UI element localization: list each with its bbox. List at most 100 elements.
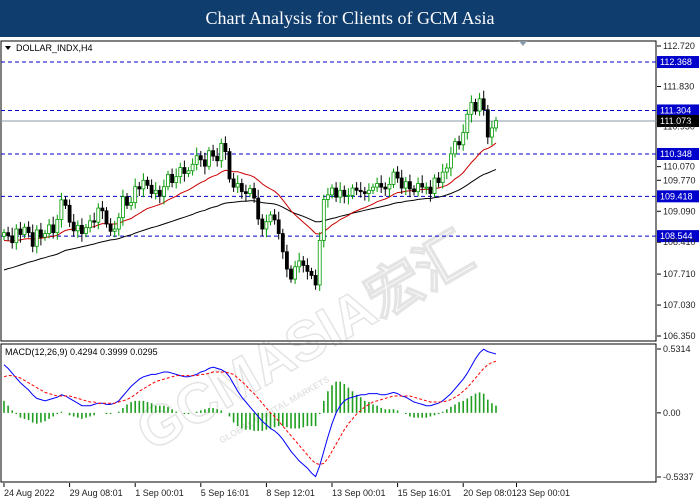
candle-body xyxy=(202,159,207,167)
macd-tick-label: 0.00 xyxy=(663,408,681,418)
candle-body xyxy=(108,223,113,232)
candle-body xyxy=(178,167,183,178)
candle-body xyxy=(75,224,80,232)
candle-body xyxy=(100,207,105,212)
candle-body xyxy=(469,102,474,115)
time-tick-label: 5 Sep 16:01 xyxy=(201,488,250,498)
candle-body xyxy=(88,220,92,229)
candle-body xyxy=(84,227,88,234)
candle-body xyxy=(161,186,166,197)
candle-body xyxy=(153,189,158,194)
candle-body xyxy=(59,199,64,220)
candle-body xyxy=(297,260,302,268)
candle-body xyxy=(55,219,60,234)
candle-body xyxy=(289,268,293,280)
candle-body xyxy=(235,183,240,188)
current-price-tag xyxy=(657,114,699,127)
candle-body xyxy=(346,194,351,197)
candle-body xyxy=(268,214,273,223)
candle-body xyxy=(145,179,150,186)
price-tick-label: 108.410 xyxy=(663,237,696,247)
candle-body xyxy=(219,143,224,162)
time-tick-label: 20 Sep 08:01 xyxy=(463,488,517,498)
candle-body xyxy=(407,181,412,190)
candle-body xyxy=(465,113,470,133)
level-price-label: 108.544 xyxy=(660,231,693,241)
candle-body xyxy=(252,188,257,199)
candle-body xyxy=(321,199,326,241)
candle-body xyxy=(166,173,170,188)
macd-label: MACD(12,26,9) 0.4294 0.3999 0.0295 xyxy=(5,347,158,357)
candle-body xyxy=(211,150,216,157)
candle-body xyxy=(448,153,453,169)
moving-average-slow xyxy=(3,168,497,271)
candle-body xyxy=(63,199,68,206)
macd-signal-line xyxy=(3,360,497,466)
level-price-label: 111.304 xyxy=(660,105,691,115)
candle-body xyxy=(26,226,31,234)
symbol-label: DOLLAR_INDX,H4 xyxy=(16,43,93,53)
candle-body xyxy=(43,233,47,238)
current-price-label: 111.073 xyxy=(660,116,691,126)
candle-body xyxy=(354,187,359,191)
candle-body xyxy=(92,220,97,223)
candle-body xyxy=(444,167,449,173)
candle-body xyxy=(104,210,109,225)
candle-body xyxy=(481,98,486,111)
chart-title-banner: Chart Analysis for Clients of GCM Asia xyxy=(0,0,700,37)
level-price-tag xyxy=(657,104,699,117)
candle-body xyxy=(276,219,281,234)
candle-body xyxy=(133,186,138,204)
candle-body xyxy=(473,102,478,112)
candle-body xyxy=(67,204,72,223)
candle-body xyxy=(47,224,51,234)
candle-body xyxy=(96,207,101,223)
candle-body xyxy=(272,214,277,221)
candle-body xyxy=(362,191,367,194)
candle-body xyxy=(494,120,498,129)
candle-body xyxy=(358,189,363,193)
level-price-label: 109.418 xyxy=(660,191,693,201)
chart-shift-marker[interactable] xyxy=(519,41,527,46)
candle-body xyxy=(284,251,289,270)
candle-body xyxy=(2,232,6,237)
candle-body xyxy=(256,197,261,220)
candle-body xyxy=(350,187,355,196)
candle-body xyxy=(342,189,347,197)
symbol-dropdown-icon[interactable] xyxy=(5,46,11,50)
candle-body xyxy=(18,228,23,235)
level-price-label: 112.368 xyxy=(660,57,692,67)
price-tick-label: 110.950 xyxy=(663,122,695,132)
candle-body xyxy=(395,171,400,179)
candle-body xyxy=(330,187,334,196)
time-tick-label: 23 Sep 00:01 xyxy=(517,488,571,498)
level-price-tag xyxy=(657,230,699,243)
level-price-tag xyxy=(657,56,699,69)
price-tick-label: 107.030 xyxy=(663,300,696,310)
candle-body xyxy=(391,171,396,185)
candle-body xyxy=(280,233,285,253)
candle-body xyxy=(198,155,203,161)
candle-body xyxy=(141,179,146,190)
price-tick-label: 106.350 xyxy=(663,331,696,341)
candle-body xyxy=(489,127,494,138)
candle-body xyxy=(416,183,421,193)
candle-body xyxy=(338,189,343,198)
macd-line xyxy=(3,348,497,478)
candle-body xyxy=(436,177,441,183)
candle-body xyxy=(485,109,490,138)
candle-body xyxy=(129,202,134,206)
candle-body xyxy=(264,221,269,230)
candle-body xyxy=(170,173,175,183)
candle-body xyxy=(432,177,437,194)
candle-body xyxy=(260,218,265,230)
level-price-tag xyxy=(657,190,699,203)
candle-body xyxy=(309,270,314,276)
candle-body xyxy=(457,141,462,146)
candle-body xyxy=(248,188,252,194)
chart-title: Chart Analysis for Clients of GCM Asia xyxy=(205,8,495,28)
candle-body xyxy=(231,178,236,188)
candle-body xyxy=(6,232,10,237)
candle-body xyxy=(305,265,310,272)
candle-body xyxy=(207,150,211,167)
